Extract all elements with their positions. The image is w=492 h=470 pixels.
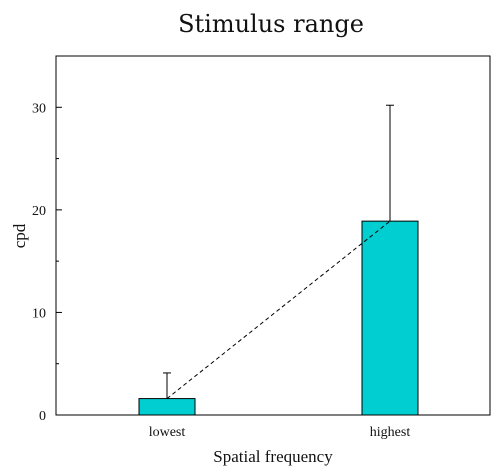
y-tick-label: 10 bbox=[32, 306, 46, 321]
plot-area-frame bbox=[55, 55, 491, 416]
y-axis-label: cpd bbox=[10, 223, 29, 248]
bar-lowest bbox=[138, 398, 196, 416]
trend-line-group bbox=[166, 220, 391, 399]
chart-title: Stimulus range bbox=[178, 10, 364, 38]
x-tick-label-lowest: lowest bbox=[149, 425, 186, 440]
error-bars-group bbox=[163, 104, 394, 399]
error-bar-lowest bbox=[163, 372, 171, 399]
bars-group bbox=[138, 220, 419, 416]
y-tick-label: 20 bbox=[32, 204, 46, 219]
error-bar-highest bbox=[386, 104, 394, 222]
bar-highest bbox=[361, 220, 419, 416]
trend-line bbox=[166, 220, 391, 399]
x-axis-label: Spatial frequency bbox=[213, 447, 333, 466]
y-tick-label: 30 bbox=[32, 101, 46, 116]
y-tick-label: 0 bbox=[39, 409, 46, 424]
y-axis-ticks: 0 10 20 30 bbox=[32, 55, 62, 424]
x-tick-label-highest: highest bbox=[370, 425, 411, 440]
